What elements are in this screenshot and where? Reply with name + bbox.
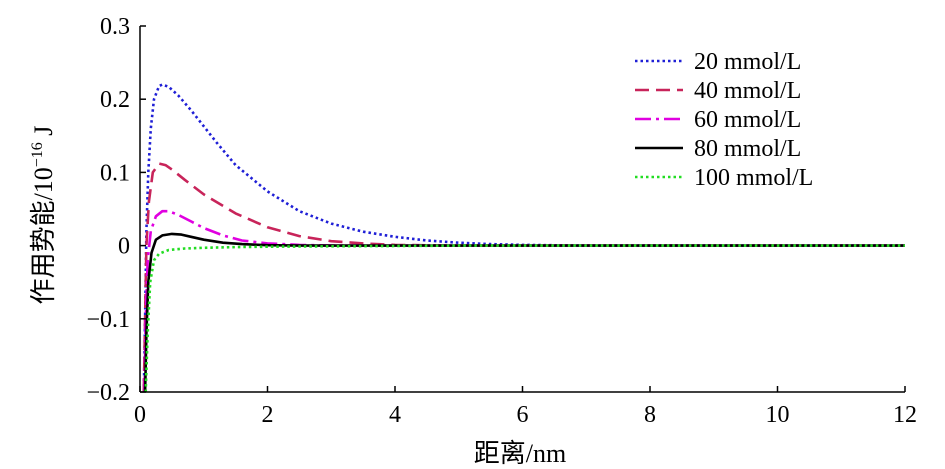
legend-label-3: 60 mmol/L <box>694 107 801 133</box>
y-tick-label: 0.3 <box>100 14 130 40</box>
y-axis-title: 作用势能/10−16 J <box>29 126 58 305</box>
series-line-5 <box>144 244 905 393</box>
y-tick-label: 0 <box>118 234 130 260</box>
x-tick-label: 0 <box>134 402 146 428</box>
series-layer <box>142 83 905 393</box>
series-line-2 <box>142 162 905 393</box>
x-tick-label: 12 <box>893 402 917 428</box>
y-axis-title-exponent: −16 <box>29 142 46 167</box>
x-tick-label: 6 <box>517 402 529 428</box>
legend-label-1: 20 mmol/L <box>694 49 801 75</box>
y-axis-title-main: 作用势能/10 <box>29 167 58 304</box>
y-tick-label: −0.2 <box>86 380 130 406</box>
y-tick-label: 0.1 <box>100 160 130 186</box>
y-tick-label: −0.1 <box>86 307 130 333</box>
legend-label-2: 40 mmol/L <box>694 78 801 104</box>
x-tick-label: 10 <box>766 402 790 428</box>
x-tick-label: 2 <box>262 402 274 428</box>
y-tick-label: 0.2 <box>100 87 130 113</box>
legend-label-4: 80 mmol/L <box>694 136 801 162</box>
axes-layer: −0.2 −0.1 0 0.1 0.2 0.3 0 2 4 6 8 10 12 <box>86 14 917 428</box>
legend-label-5: 100 mmol/L <box>694 165 813 191</box>
series-line-3 <box>143 209 905 393</box>
x-axis-title: 距离/nm <box>474 439 566 468</box>
y-axis-title-unit: J <box>29 126 58 143</box>
series-line-4 <box>143 232 905 393</box>
series-line-1 <box>142 83 905 393</box>
x-tick-label: 4 <box>389 402 401 428</box>
legend: 20 mmol/L 40 mmol/L 60 mmol/L 80 mmol/L 100 … <box>635 49 813 191</box>
x-tick-label: 8 <box>644 402 656 428</box>
